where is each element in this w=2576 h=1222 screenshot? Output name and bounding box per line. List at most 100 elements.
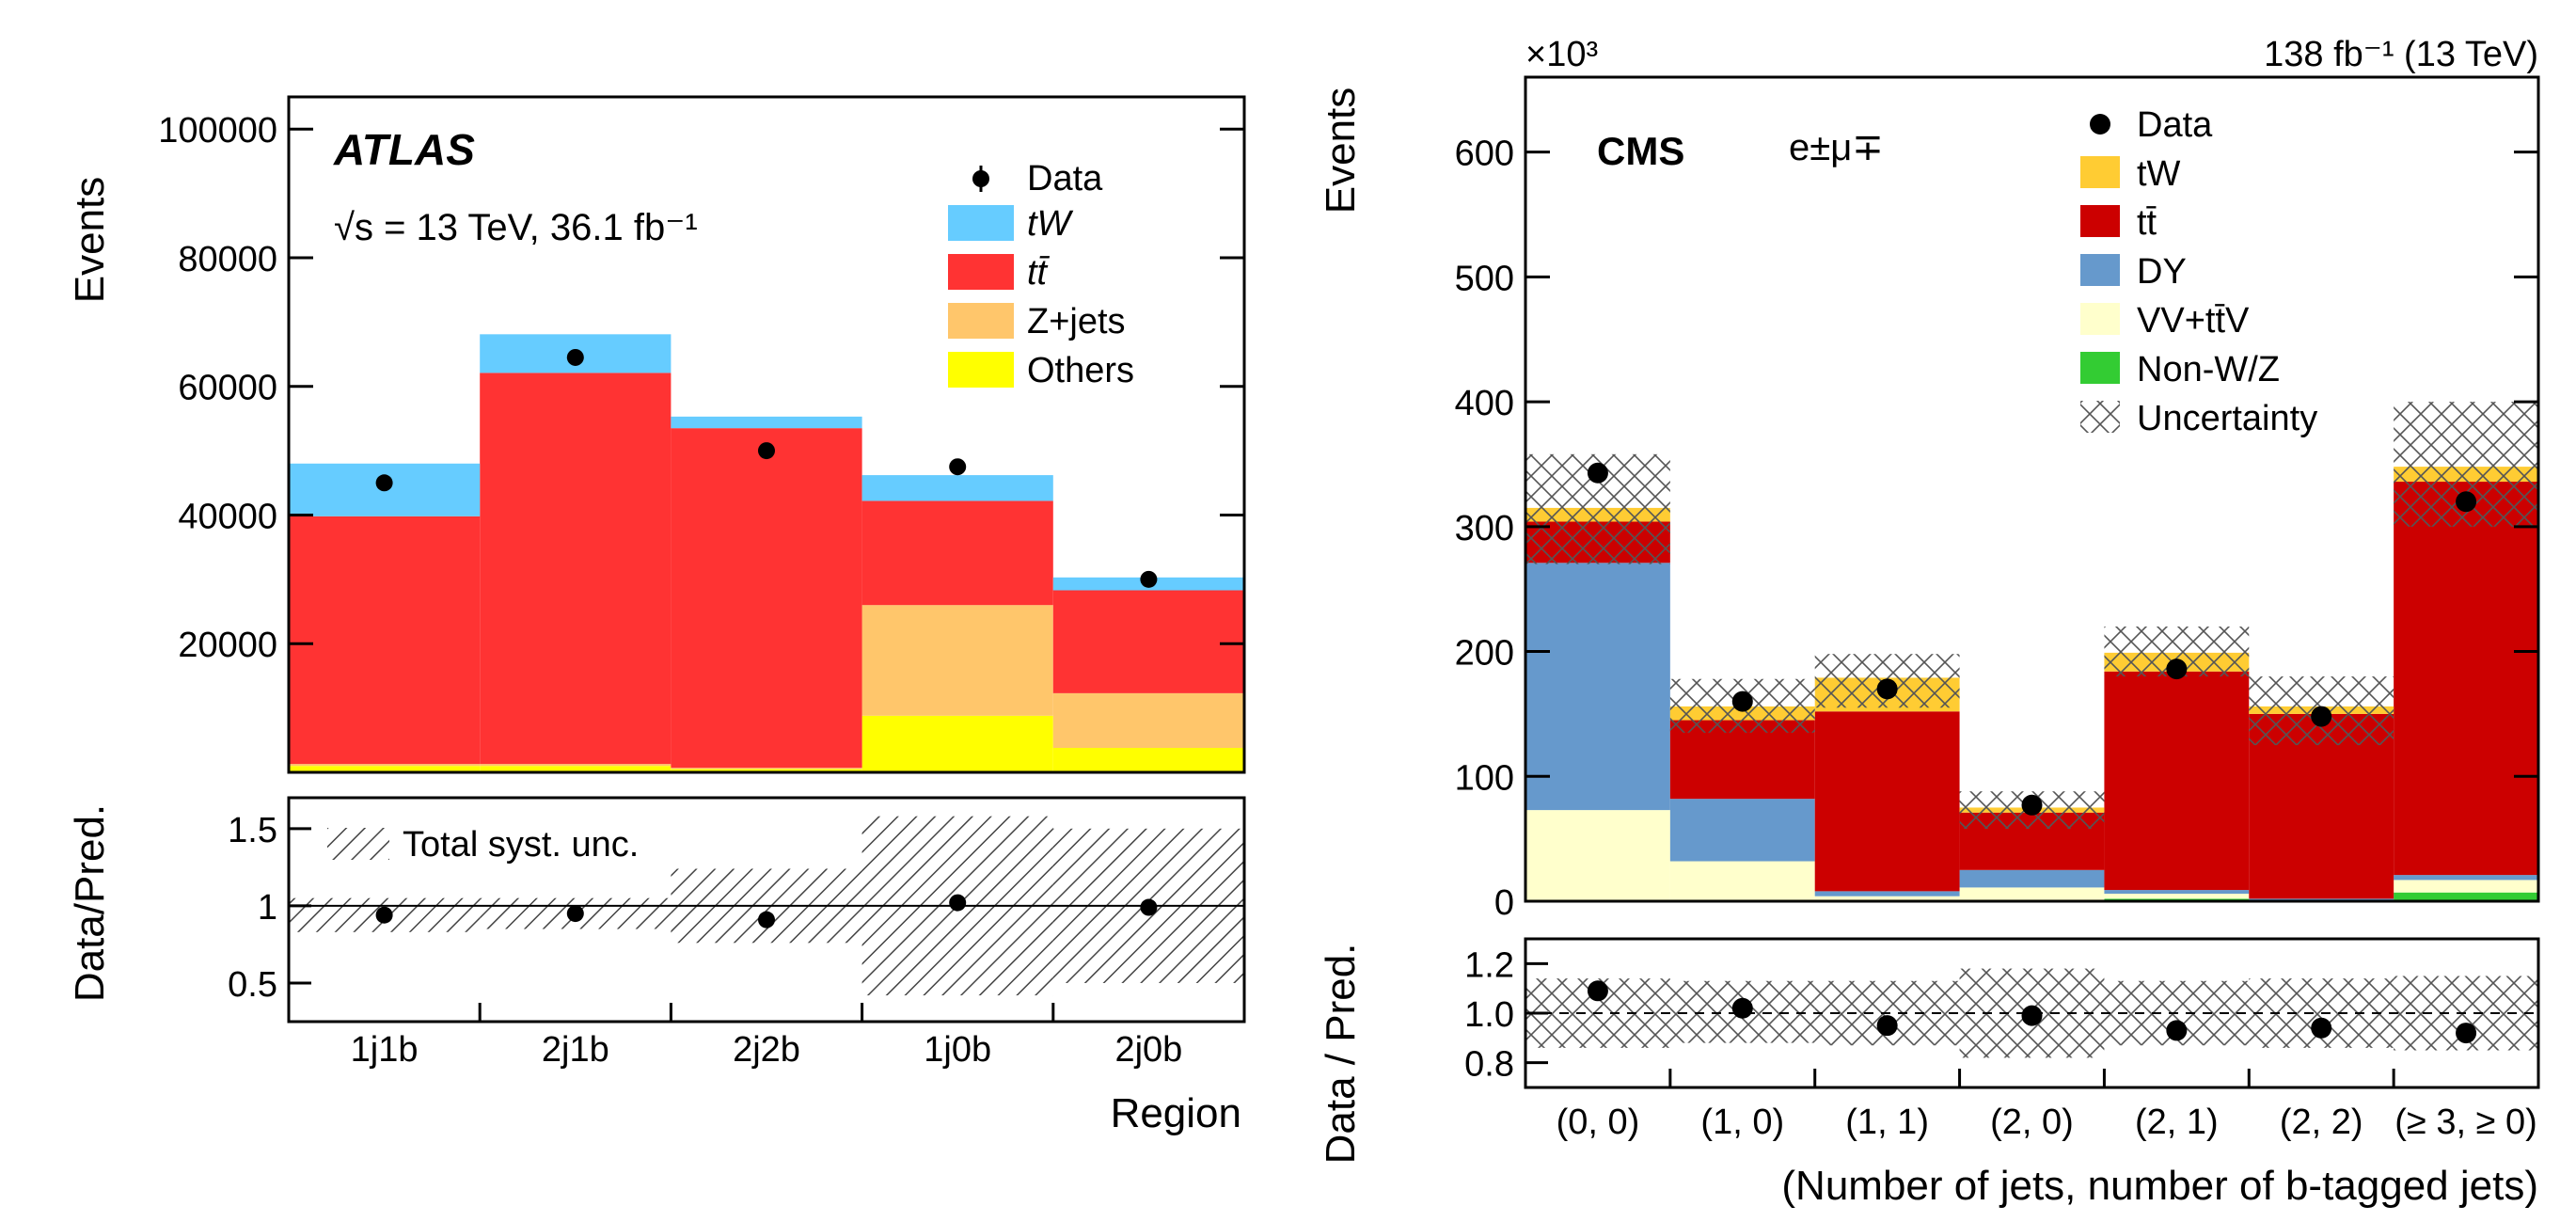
cms-legend-nonwz-label: Non-W/Z	[2137, 350, 2280, 389]
atlas-x-tick-label-0: 1j1b	[351, 1030, 419, 1070]
cms-data-point-3	[2021, 794, 2043, 816]
atlas-bar-tt-4	[1052, 590, 1244, 693]
cms-ratio-frame	[1524, 937, 2540, 1089]
cms-exponent-label: ×10³	[1525, 35, 1598, 74]
cms-bar-vvttv-6	[2394, 880, 2538, 893]
cms-x-tick-label-4: (2, 1)	[2135, 1103, 2219, 1142]
atlas-data-point-1	[566, 348, 584, 366]
cms-legend-nonwz-swatch	[2080, 352, 2120, 384]
cms-x-tick-label-6: (≥ 3, ≥ 0)	[2394, 1103, 2537, 1142]
atlas-bar-tt-3	[861, 500, 1053, 606]
cms-ratio-y-tick-label-0: 0.8	[1464, 1045, 1514, 1085]
atlas-ratio-panel: 0.5 1 1.5 1j1b 2j1b 2j2b 1j0b 2j0b	[228, 811, 1244, 1070]
cms-experiment-label: CMS	[1597, 129, 1684, 173]
atlas-ratio-y-tick-label-2: 1.5	[228, 811, 277, 850]
atlas-ratio-legend-label: Total syst. unc.	[403, 825, 639, 865]
cms-data-point-4	[2166, 659, 2188, 680]
atlas-ratio-legend-swatch	[327, 828, 389, 860]
cms-bar-vvttv-3	[1959, 887, 2105, 900]
cms-data-point-0	[1587, 462, 1608, 484]
atlas-legend-tw-swatch	[948, 205, 1014, 241]
atlas-bar-zjets-4	[1052, 692, 1244, 749]
cms-bar-vvttv-0	[1525, 810, 1670, 901]
cms-y-tick-label-2: 200	[1455, 634, 1514, 674]
cms-bar-vvttv-4	[2104, 894, 2250, 899]
atlas-y-tick-label-4: 100000	[158, 111, 277, 151]
atlas-y-tick-label-3: 80000	[178, 240, 277, 279]
cms-ratio-y-axis-label: Data / Pred.	[1318, 944, 1364, 1165]
atlas-bar-zjets-2	[671, 768, 862, 770]
atlas-bar-tt-2	[671, 428, 862, 769]
cms-legend-tw-label: tW	[2137, 154, 2181, 194]
atlas-ratio-point-2	[758, 911, 775, 928]
cms-x-tick-label-2: (1, 1)	[1845, 1103, 1929, 1142]
cms-main-panel: 0 100 200 300 400 500 600	[1455, 135, 2538, 923]
cms-data-point-2	[1876, 678, 1898, 700]
cms-y-tick-label-0: 0	[1494, 883, 1514, 923]
cms-x-tick-label-3: (2, 0)	[1990, 1103, 2074, 1142]
cms-legend-ttbar-swatch	[2080, 205, 2120, 237]
cms-ratio-point-2	[1876, 1015, 1898, 1037]
cms-legend-unc-swatch	[2080, 401, 2120, 433]
cms-bar-tt-4	[2104, 671, 2250, 891]
cms-bar-tt-2	[1814, 711, 1960, 892]
cms-ratio-point-4	[2166, 1020, 2188, 1041]
atlas-legend-ttbar-label: tt̄	[1027, 253, 1051, 293]
atlas-ratio-point-1	[566, 905, 584, 923]
cms-bar-dy-0	[1525, 563, 1670, 811]
atlas-ratio-point-4	[1140, 898, 1158, 916]
atlas-x-tick-label-4: 2j0b	[1114, 1030, 1182, 1070]
cms-ratio-point-0	[1587, 980, 1608, 1002]
cms-y-tick-label-1: 100	[1455, 758, 1514, 798]
cms-ratio-y-tick-label-1: 1.0	[1464, 995, 1514, 1035]
cms-bar-dy-5	[2249, 898, 2394, 900]
cms-bar-dy-1	[1669, 799, 1815, 862]
cms-legend-vv-label: VV+tt̄V	[2137, 301, 2250, 341]
atlas-experiment-label: ATLAS	[333, 125, 475, 174]
atlas-data-point-4	[1140, 570, 1158, 588]
atlas-ratio-y-tick-label-0: 0.5	[228, 965, 277, 1005]
cms-y-axis-label: Events	[1318, 87, 1364, 214]
atlas-bar-others-4	[1052, 748, 1244, 772]
cms-legend: Data tW tt̄ DY VV+tt̄V Non-W/Z Uncertain…	[2080, 105, 2317, 438]
cms-legend-data-marker	[2090, 114, 2110, 135]
atlas-legend-others-swatch	[948, 352, 1014, 388]
atlas-bar-tw-2	[671, 416, 862, 429]
atlas-bar-zjets-1	[480, 764, 672, 767]
cms-data-point-6	[2456, 491, 2477, 513]
atlas-legend: Data tW tt̄ Z+jets Others	[948, 159, 1134, 390]
cms-legend-vv-swatch	[2080, 303, 2120, 335]
atlas-x-tick-label-1: 2j1b	[542, 1030, 609, 1070]
atlas-legend-tw-label: tW	[1027, 204, 1074, 244]
cms-legend-dy-swatch	[2080, 254, 2120, 286]
atlas-bar-zjets-3	[861, 605, 1053, 716]
atlas-x-tick-label-3: 1j0b	[924, 1030, 991, 1070]
cms-legend-tw-swatch	[2080, 156, 2120, 188]
cms-bar-dy-2	[1814, 891, 1960, 897]
cms-ratio-point-6	[2456, 1023, 2477, 1044]
atlas-x-tick-label-2: 2j2b	[733, 1030, 800, 1070]
cms-ratio-y-tick-label-2: 1.2	[1464, 945, 1514, 985]
atlas-main-frame	[287, 95, 1246, 774]
cms-ratio-panel: 0.8 1.0 1.2 (0, 0) (1, 0) (1, 1) (2, 0) (2, 1) (…	[1464, 945, 2538, 1142]
cms-data-point-5	[2311, 706, 2332, 727]
cms-y-tick-label-5: 500	[1455, 259, 1514, 298]
atlas-bar-tt-0	[289, 516, 481, 765]
cms-legend-dy-label: DY	[2137, 252, 2187, 292]
atlas-legend-others-label: Others	[1027, 351, 1134, 390]
atlas-bar-tt-1	[480, 373, 672, 765]
cms-data-point-1	[1731, 690, 1753, 712]
atlas-ratio-frame	[287, 796, 1246, 1024]
cms-x-axis-label: (Number of jets, number of b-tagged jets…	[1781, 1163, 2538, 1209]
cms-x-tick-label-5: (2, 2)	[2280, 1103, 2363, 1142]
atlas-x-axis-label: Region	[1111, 1090, 1241, 1136]
cms-bar-tt-6	[2394, 482, 2538, 876]
cms-channel-label: e±μ∓	[1789, 127, 1884, 168]
cms-x-tick-label-0: (0, 0)	[1557, 1103, 1640, 1142]
atlas-bar-zjets-0	[289, 764, 481, 767]
atlas-data-point-2	[758, 442, 775, 460]
atlas-ratio-point-0	[375, 906, 393, 924]
atlas-main-panel: 20000 40000 60000 80000 100000	[158, 111, 1244, 772]
cms-ratio-point-5	[2311, 1017, 2332, 1039]
